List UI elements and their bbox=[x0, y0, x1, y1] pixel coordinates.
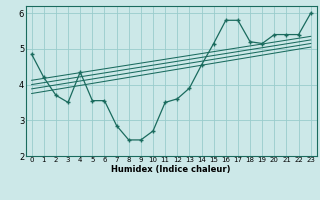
X-axis label: Humidex (Indice chaleur): Humidex (Indice chaleur) bbox=[111, 165, 231, 174]
